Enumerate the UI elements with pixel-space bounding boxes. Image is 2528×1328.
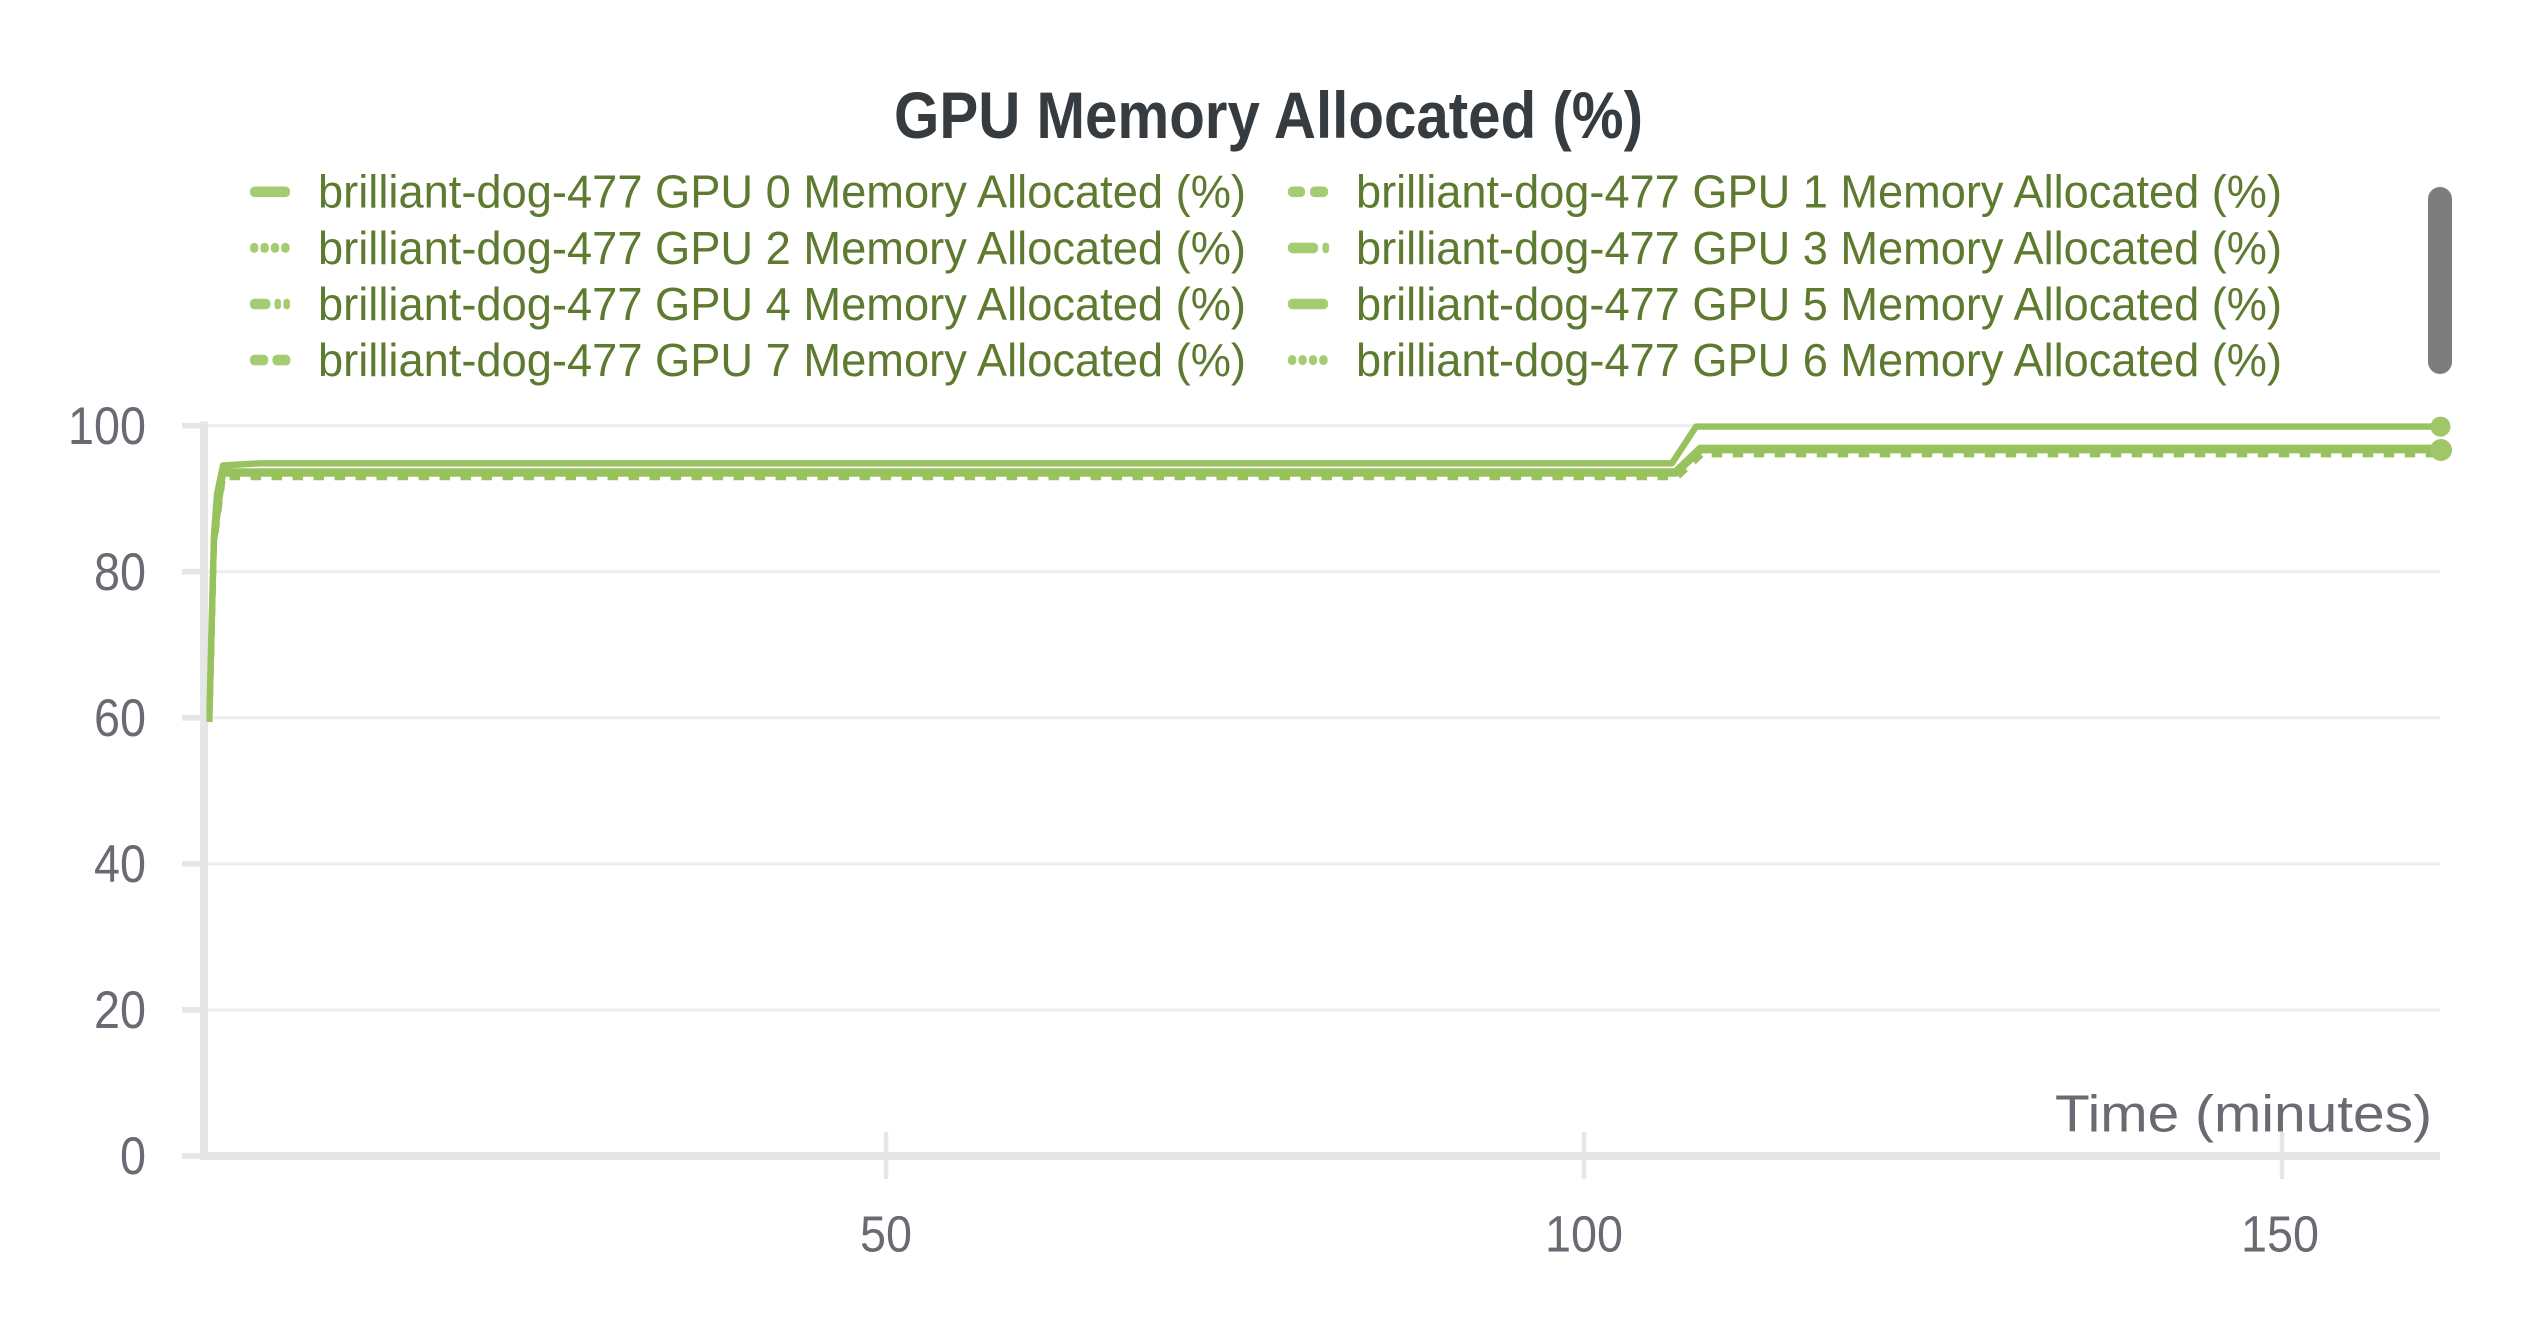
svg-text:brilliant-dog-477 GPU 4 Memory: brilliant-dog-477 GPU 4 Memory Allocated…: [318, 278, 1246, 330]
svg-text:40: 40: [94, 835, 146, 894]
svg-text:Time (minutes): Time (minutes): [2055, 1086, 2432, 1144]
svg-text:GPU Memory Allocated (%): GPU Memory Allocated (%): [894, 78, 1643, 152]
svg-text:100: 100: [68, 397, 146, 456]
svg-text:brilliant-dog-477 GPU 7 Memory: brilliant-dog-477 GPU 7 Memory Allocated…: [318, 334, 1246, 386]
svg-text:brilliant-dog-477 GPU 1 Memory: brilliant-dog-477 GPU 1 Memory Allocated…: [1356, 166, 2282, 218]
svg-text:brilliant-dog-477 GPU 5 Memory: brilliant-dog-477 GPU 5 Memory Allocated…: [1356, 278, 2282, 330]
svg-text:150: 150: [2241, 1206, 2319, 1263]
svg-text:brilliant-dog-477 GPU 6 Memory: brilliant-dog-477 GPU 6 Memory Allocated…: [1356, 334, 2282, 386]
svg-text:60: 60: [94, 689, 146, 748]
svg-text:20: 20: [94, 981, 146, 1040]
svg-text:brilliant-dog-477 GPU 2 Memory: brilliant-dog-477 GPU 2 Memory Allocated…: [318, 222, 1246, 274]
svg-text:brilliant-dog-477 GPU 0 Memory: brilliant-dog-477 GPU 0 Memory Allocated…: [318, 166, 1246, 218]
svg-text:80: 80: [94, 543, 146, 602]
svg-text:brilliant-dog-477 GPU 3 Memory: brilliant-dog-477 GPU 3 Memory Allocated…: [1356, 222, 2282, 274]
svg-text:100: 100: [1545, 1206, 1623, 1263]
svg-text:50: 50: [860, 1206, 912, 1263]
svg-text:0: 0: [120, 1127, 146, 1186]
